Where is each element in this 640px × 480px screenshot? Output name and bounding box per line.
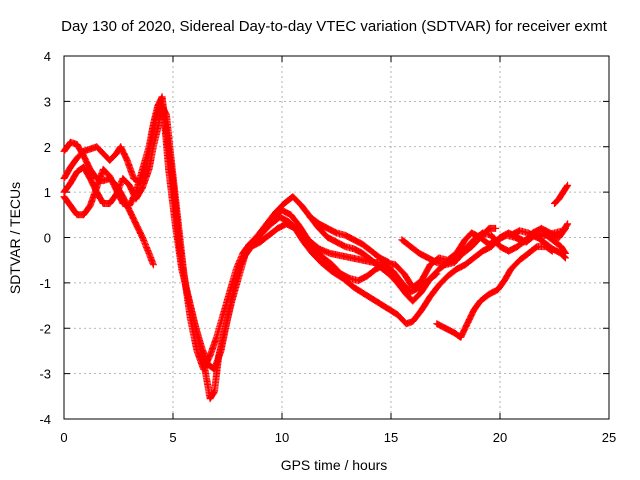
y-tick-labels: -4 -3 -2 -1 0 1 2 3 4 — [39, 49, 51, 427]
series-plus-markers — [433, 243, 556, 341]
x-tick-label: 10 — [275, 430, 289, 445]
series-plus-markers — [306, 213, 393, 266]
y-tick-label: -2 — [39, 321, 51, 336]
x-axis-label: GPS time / hours — [281, 457, 388, 473]
series-pass-8 — [433, 243, 556, 341]
series-plus-markers — [507, 220, 572, 241]
series-pass-6 — [306, 213, 393, 266]
series-plus-markers — [551, 181, 572, 207]
series-plus-markers — [398, 224, 500, 269]
data-marks — [60, 93, 572, 403]
x-tick-label: 25 — [602, 430, 616, 445]
y-tick-label: 1 — [44, 185, 51, 200]
y-tick-label: 3 — [44, 94, 51, 109]
chart-title: Day 130 of 2020, Sidereal Day-to-day VTE… — [61, 18, 608, 35]
y-tick-label: -1 — [39, 276, 51, 291]
y-axis-label: SDTVAR / TECUs — [7, 182, 23, 294]
series-pass-5 — [241, 213, 441, 296]
y-tick-label: -4 — [39, 412, 51, 427]
series-plus-markers — [241, 213, 441, 296]
x-tick-labels: 0 5 10 15 20 25 — [60, 430, 616, 445]
y-tick-label: 2 — [44, 140, 51, 155]
series-pass-9 — [507, 220, 572, 241]
y-tick-label: 4 — [44, 49, 51, 64]
x-tick-label: 5 — [169, 430, 176, 445]
y-tick-label: 0 — [44, 231, 51, 246]
x-tick-label: 0 — [60, 430, 67, 445]
x-tick-label: 20 — [493, 430, 507, 445]
series-pass-7 — [398, 224, 500, 269]
x-tick-label: 15 — [384, 430, 398, 445]
y-tick-label: -3 — [39, 367, 51, 382]
series-pass-10 — [551, 181, 572, 207]
